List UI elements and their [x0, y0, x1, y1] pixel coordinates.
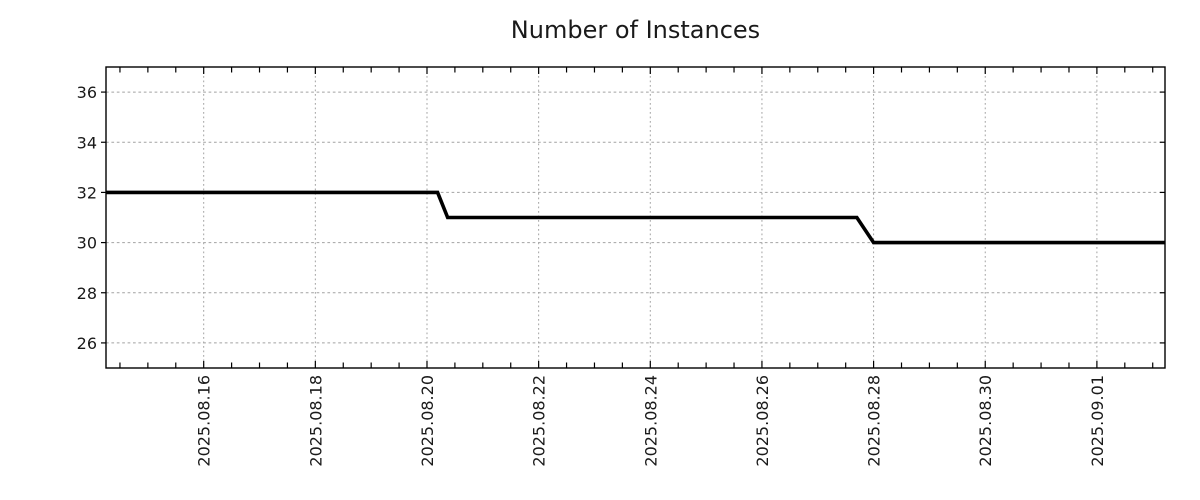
x-tick-label: 2025.08.20 — [418, 375, 437, 467]
y-tick-label: 30 — [77, 234, 97, 253]
y-tick-label: 32 — [77, 183, 97, 202]
y-tick-label: 34 — [77, 133, 97, 152]
x-tick-label: 2025.08.22 — [530, 375, 549, 467]
x-tick-label: 2025.08.16 — [195, 375, 214, 467]
x-tick-label: 2025.08.24 — [641, 375, 660, 467]
y-tick-label: 26 — [77, 334, 97, 353]
data-line — [106, 190, 1165, 245]
x-tick-label: 2025.08.18 — [306, 375, 325, 467]
chart-title: Number of Instances — [510, 16, 761, 44]
y-tick-label: 36 — [77, 83, 97, 102]
y-tick-label: 28 — [77, 284, 97, 303]
x-tick-label: 2025.08.30 — [976, 375, 995, 467]
x-tick-label: 2025.08.26 — [753, 375, 772, 467]
x-tick-label: 2025.09.01 — [1088, 375, 1107, 467]
plot-border — [105, 66, 1166, 369]
x-tick-label: 2025.08.28 — [865, 375, 884, 467]
